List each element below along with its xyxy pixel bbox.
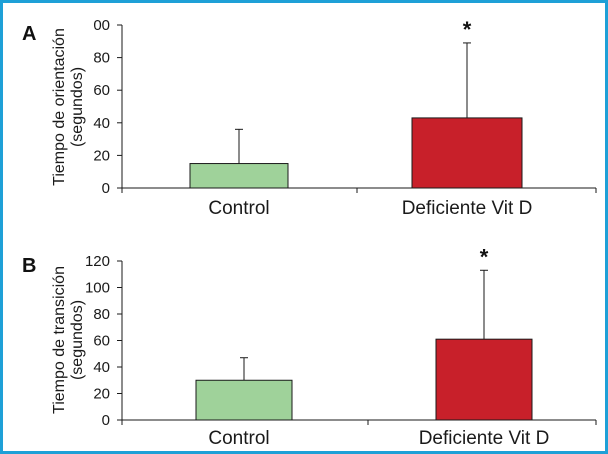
y-tick-label-b: 80 <box>93 306 110 323</box>
y-tick-label-b: 20 <box>93 386 110 403</box>
significance-star-a: * <box>463 17 472 42</box>
bar-a-deficient <box>411 117 523 189</box>
y-tick-label-b: 120 <box>85 253 110 270</box>
bar-b-control <box>195 379 293 421</box>
x-category-label-b-control: Control <box>208 428 269 449</box>
y-tick-label-a: 60 <box>93 82 110 99</box>
y-tick-label-b: 100 <box>85 280 110 297</box>
y-tick-label-a: 00 <box>93 17 110 34</box>
y-axis-label-a: Tiempo de orientación (segundos) <box>51 28 86 186</box>
y-axis-label-b-line1: Tiempo de transición <box>51 266 68 414</box>
chart-marks: 0 20 40 60 80 00 * 0 20 40 60 80 100 120 * <box>85 17 597 429</box>
y-axis-label-b-line2: (segundos) <box>69 300 86 380</box>
bar-b-deficient <box>435 338 533 421</box>
y-tick-label-b: 60 <box>93 333 110 350</box>
y-axis-label-a-line1: Tiempo de orientación <box>51 28 68 186</box>
y-tick-label-a: 40 <box>93 115 110 132</box>
y-tick-label-a: 0 <box>102 180 110 197</box>
y-tick-label-b: 40 <box>93 359 110 376</box>
x-category-label-b-deficient: Deficiente Vit D <box>419 428 550 449</box>
panel-label-b: B <box>22 255 36 277</box>
x-category-label-a-deficient: Deficiente Vit D <box>402 198 533 219</box>
y-tick-label-a: 80 <box>93 50 110 67</box>
bar-a-control <box>189 163 289 189</box>
y-axis-label-a-line2: (segundos) <box>69 67 86 147</box>
x-category-label-a-control: Control <box>208 198 269 219</box>
y-tick-label-b: 0 <box>102 412 110 429</box>
panel-label-a: A <box>22 23 36 45</box>
significance-star-b: * <box>480 244 489 269</box>
y-axis-label-b: Tiempo de transición (segundos) <box>51 266 86 414</box>
y-tick-label-a: 20 <box>93 147 110 164</box>
